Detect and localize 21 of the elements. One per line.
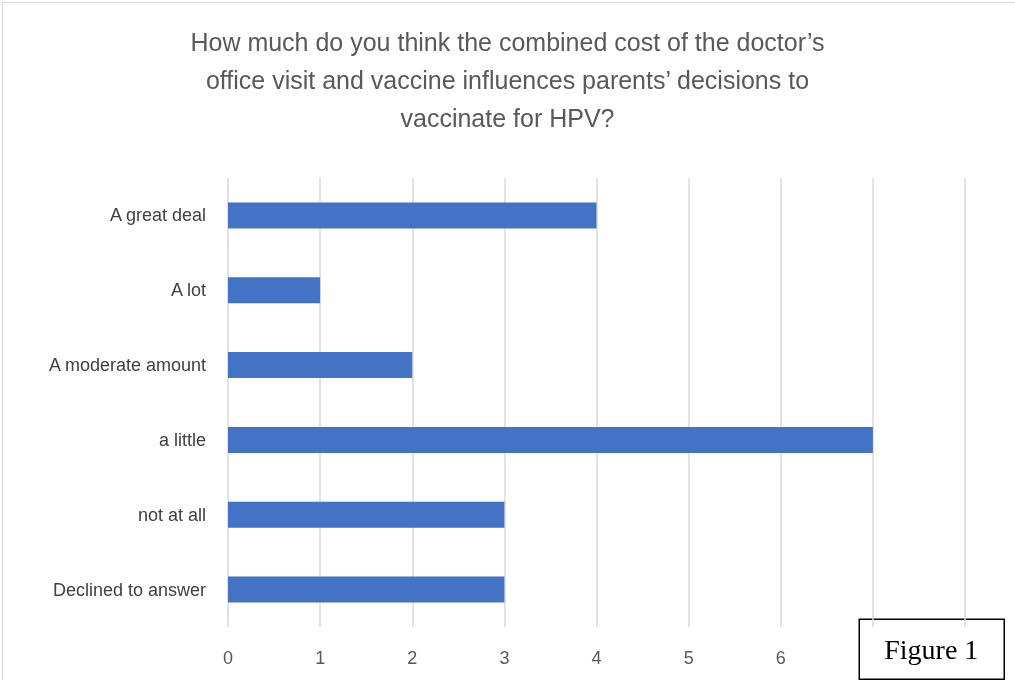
bar [228, 501, 505, 528]
y-tick-label: Declined to answer [52, 579, 206, 600]
x-tick-label: 6 [775, 648, 786, 668]
bar [228, 202, 597, 229]
y-tick-label: A great deal [109, 205, 206, 226]
bar [228, 576, 505, 603]
bar [228, 426, 873, 453]
x-tick-label: 4 [591, 648, 602, 668]
x-tick-label: 1 [315, 648, 326, 668]
x-tick-label: 5 [683, 648, 694, 668]
bar [228, 352, 413, 379]
y-tick-label: A lot [170, 280, 206, 301]
x-tick-label: 2 [407, 648, 418, 668]
y-tick-label: a little [158, 429, 206, 450]
x-tick-label: 0 [222, 648, 234, 668]
chart-title: How much do you think the combined cost of the doctor’s office visit and vaccine influences parents’ decisions to vaccinate for HPV? [190, 28, 825, 132]
caption: Figure 1 [884, 633, 979, 665]
y-tick-label: not at all [137, 504, 206, 525]
x-tick-label: 3 [499, 648, 510, 668]
y-tick-label: A moderate amount [48, 355, 206, 376]
bar [228, 277, 321, 304]
